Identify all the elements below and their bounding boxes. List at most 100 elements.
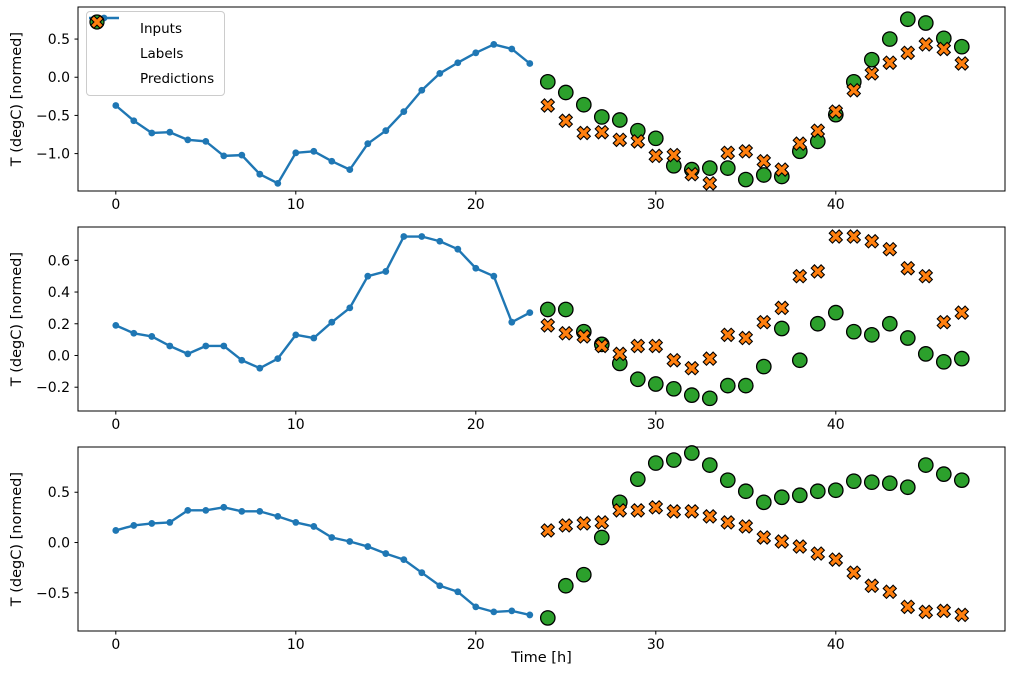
prediction-point [846, 229, 862, 244]
label-point [809, 483, 826, 500]
label-point [917, 15, 934, 31]
inputs-point [382, 127, 390, 135]
y-axis-label-panel-3: T (degC) [normed] [9, 471, 25, 607]
label-point [917, 457, 934, 473]
legend-item-inputs: Inputs [89, 14, 214, 40]
y-tick-label: 0.5 [48, 32, 70, 48]
inputs-point [472, 603, 480, 611]
label-point [719, 377, 736, 394]
inputs-point [364, 272, 372, 280]
prediction-point [612, 132, 628, 148]
prediction-point [702, 351, 718, 367]
inputs-point [526, 611, 534, 619]
x-tick-label: 20 [467, 417, 485, 433]
series-inputs [112, 233, 534, 372]
axes-frame [77, 226, 1006, 412]
inputs-point [292, 331, 300, 339]
prediction-point [792, 136, 808, 152]
inputs-point [382, 268, 390, 275]
label-point [791, 487, 808, 504]
label-point [557, 84, 574, 101]
inputs-point [526, 60, 534, 67]
label-point [557, 301, 574, 318]
inputs-point [202, 506, 210, 514]
label-point [791, 352, 808, 369]
inputs-point [292, 149, 300, 157]
inputs-point [364, 140, 372, 148]
prediction-point [774, 534, 790, 549]
prediction-point [900, 45, 916, 61]
axes-frame [77, 6, 1006, 192]
series-predictions [540, 229, 970, 376]
inputs-point [184, 506, 192, 514]
prediction-point [954, 305, 970, 321]
prediction-point [684, 503, 700, 519]
prediction-point [648, 499, 664, 515]
inputs-line [115, 235, 531, 370]
inputs-point [148, 333, 156, 340]
x-ticks: 0 10 20 30 40 [111, 631, 845, 653]
x-ticks: 0 10 20 30 40 [111, 191, 845, 213]
inputs-point [238, 356, 246, 364]
prediction-point [864, 66, 880, 81]
label-point [701, 390, 718, 407]
inputs-point [490, 272, 498, 280]
prediction-point [864, 233, 880, 249]
y-tick-label: 0.5 [48, 485, 70, 501]
prediction-point [666, 352, 682, 368]
label-point [935, 30, 952, 47]
x-ticks: 0 10 20 30 40 [111, 411, 845, 433]
label-point [647, 376, 664, 392]
prediction-point [684, 166, 700, 182]
inputs-point [130, 329, 138, 337]
x-tick-label: 0 [111, 197, 120, 213]
series-inputs [112, 41, 534, 187]
x-tick-label: 10 [287, 417, 305, 433]
inputs-point [166, 519, 174, 526]
panel-3: 0 10 20 30 40 0.5 0.0 −0.5 [36, 445, 1006, 653]
label-point [683, 387, 700, 403]
prediction-point [828, 104, 844, 119]
prediction-point [882, 584, 898, 600]
prediction-point [864, 578, 880, 594]
label-point [701, 160, 718, 176]
x-tick-label: 40 [827, 637, 845, 653]
prediction-point [954, 607, 970, 623]
series-predictions [540, 499, 970, 623]
prediction-point [810, 123, 826, 139]
series-labels [539, 11, 970, 188]
inputs-point [418, 86, 426, 94]
inputs-point [310, 147, 318, 155]
series-inputs [112, 503, 534, 619]
inputs-point [436, 237, 444, 245]
prediction-point [756, 530, 772, 545]
inputs-point [238, 507, 246, 515]
y-axis-label-panel-1: T (degC) [normed] [9, 31, 25, 167]
label-point [701, 457, 718, 473]
label-point [773, 489, 790, 506]
inputs-point [112, 321, 120, 329]
prediction-point [882, 241, 898, 257]
inputs-point [256, 364, 264, 372]
label-point [539, 73, 556, 90]
label-point [575, 96, 592, 113]
inputs-point [238, 151, 246, 159]
prediction-point [774, 300, 790, 316]
legend-label-inputs: Inputs [140, 20, 182, 37]
inputs-point [112, 527, 120, 534]
prediction-point [810, 264, 826, 279]
prediction-point [576, 125, 592, 141]
legend-item-predictions: Predictions [89, 14, 214, 90]
label-point [935, 353, 952, 370]
label-point [953, 38, 970, 55]
y-tick-label: 0.4 [48, 285, 70, 301]
y-ticks: 0.5 0.0 −0.5 −1.0 [36, 32, 78, 163]
inputs-point [310, 523, 318, 530]
prediction-point [828, 552, 844, 567]
prediction-point [594, 124, 610, 140]
label-point [773, 320, 790, 337]
label-point [719, 160, 736, 176]
prediction-point [684, 360, 700, 376]
prediction-point [648, 148, 664, 164]
prediction-point [540, 98, 556, 113]
